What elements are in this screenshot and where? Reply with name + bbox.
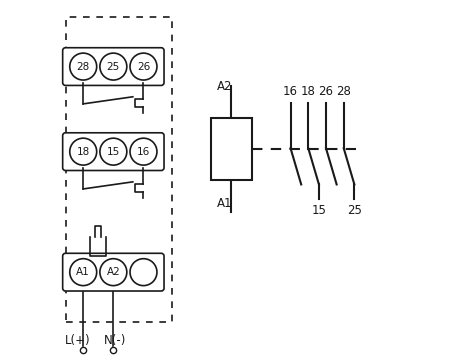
- FancyBboxPatch shape: [63, 48, 164, 85]
- Text: A1: A1: [217, 197, 233, 210]
- Circle shape: [100, 53, 127, 80]
- Circle shape: [70, 138, 97, 165]
- Text: 26: 26: [137, 62, 150, 72]
- Text: N(-): N(-): [104, 334, 126, 347]
- Circle shape: [130, 138, 157, 165]
- Circle shape: [100, 259, 127, 285]
- Text: 28: 28: [336, 85, 351, 98]
- Text: L(+): L(+): [65, 334, 91, 347]
- Circle shape: [130, 259, 157, 285]
- Bar: [211, 118, 252, 180]
- Circle shape: [70, 259, 97, 285]
- Text: 25: 25: [107, 62, 120, 72]
- Text: A2: A2: [107, 267, 120, 277]
- Text: 18: 18: [76, 147, 90, 157]
- Text: 26: 26: [319, 85, 333, 98]
- Circle shape: [70, 53, 97, 80]
- Text: 16: 16: [283, 85, 298, 98]
- Circle shape: [100, 138, 127, 165]
- FancyBboxPatch shape: [63, 253, 164, 291]
- Text: 28: 28: [76, 62, 90, 72]
- Text: 25: 25: [347, 204, 362, 217]
- Circle shape: [130, 53, 157, 80]
- Text: A1: A1: [76, 267, 90, 277]
- Text: A2: A2: [217, 80, 233, 93]
- Text: 16: 16: [137, 147, 150, 157]
- Text: 15: 15: [311, 204, 326, 217]
- Text: 18: 18: [301, 85, 316, 98]
- Text: 15: 15: [107, 147, 120, 157]
- FancyBboxPatch shape: [63, 133, 164, 171]
